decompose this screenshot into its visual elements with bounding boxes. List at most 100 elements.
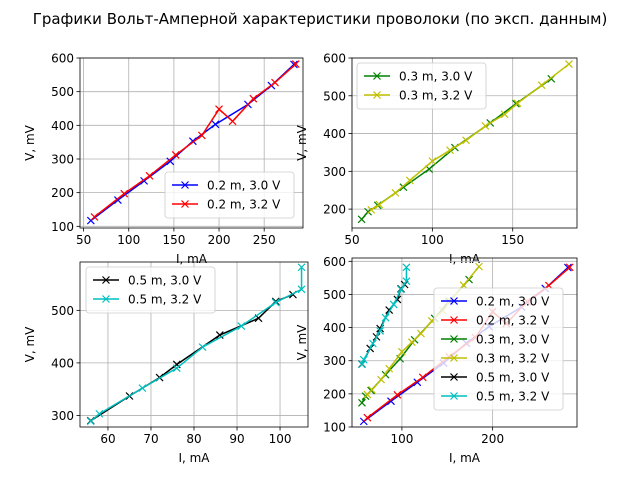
y-tick-label: 300	[51, 409, 74, 423]
y-tick-label: 500	[323, 89, 346, 103]
data-point-marker	[367, 205, 376, 214]
data-point-marker	[397, 285, 405, 294]
axes-frame	[351, 257, 578, 428]
series-2	[90, 60, 300, 221]
y-tick-label: 500	[51, 304, 74, 318]
axes-frame	[79, 57, 304, 229]
y-tick-label: 200	[323, 387, 346, 401]
data-point-marker	[358, 360, 366, 369]
data-point-marker	[462, 136, 471, 145]
data-point-marker	[297, 263, 306, 272]
axes-frame	[79, 261, 309, 428]
y-tick-label: 300	[323, 354, 346, 368]
legend-swatch-marker	[450, 373, 458, 381]
legend-swatch-marker	[450, 354, 458, 362]
data-point-marker	[290, 60, 298, 69]
data-point-marker	[377, 375, 385, 384]
data-point-marker	[113, 196, 122, 204]
legend-entry-label: 0.2 m, 3.2 V	[476, 314, 550, 328]
data-point-marker	[359, 355, 368, 364]
data-point-marker	[402, 263, 411, 272]
legend-entry-label: 0.2 m, 3.2 V	[207, 198, 281, 212]
x-tick-label: 150	[162, 233, 185, 247]
x-tick-label: 90	[229, 432, 244, 446]
legend-entry-label: 0.3 m, 3.0 V	[399, 70, 473, 84]
legend-entry-label: 0.5 m, 3.2 V	[476, 390, 550, 404]
legend: 0.5 m, 3.0 V 0.5 m, 3.2 V	[85, 266, 216, 314]
data-point-marker	[475, 262, 483, 271]
data-point-marker	[565, 263, 574, 272]
legend-entry-label: 0.5 m, 3.2 V	[128, 293, 202, 307]
chart-panel-4: 100 200 100 200 300 400 500 600 I, mA V, mV 0.2 m,…	[295, 255, 578, 465]
data-point-marker	[172, 364, 181, 373]
data-point-marker	[418, 373, 427, 382]
legend-swatch-marker	[181, 181, 189, 189]
data-point-marker	[375, 200, 384, 209]
data-point-marker	[368, 339, 377, 348]
x-axis-label: I, mA	[449, 252, 481, 266]
legend-entry-label: 0.2 m, 3.0 V	[476, 295, 550, 309]
x-axis-label: I, mA	[178, 451, 210, 465]
y-tick-label: 400	[323, 321, 346, 335]
data-point-marker	[291, 60, 300, 68]
data-point-marker	[407, 338, 416, 347]
x-axis-label: I, mA	[176, 252, 208, 266]
data-point-marker	[215, 105, 223, 114]
x-tick-label: 200	[208, 233, 231, 247]
legend-entry-label: 0.3 m, 3.2 V	[399, 89, 473, 103]
series-2	[86, 263, 306, 426]
x-tick-label: 80	[186, 432, 201, 446]
legend-swatch-marker	[373, 91, 381, 99]
y-axis-label: V, mV	[23, 124, 37, 161]
data-point-marker	[376, 326, 385, 335]
data-point-marker	[145, 171, 154, 180]
data-point-marker	[417, 329, 425, 338]
legend-box	[356, 62, 487, 110]
x-tick-label: 70	[143, 432, 158, 446]
data-point-marker	[397, 347, 406, 356]
x-tick-label: 100	[421, 233, 444, 247]
data-point-marker	[211, 120, 220, 129]
legend-swatch-marker	[181, 200, 189, 208]
x-axis-label: I, mA	[449, 451, 481, 465]
y-axis-label: V, mV	[23, 326, 37, 363]
data-point-marker	[271, 78, 279, 87]
y-tick-label: 200	[323, 203, 346, 217]
y-tick-label: 300	[323, 165, 346, 179]
series-line	[93, 63, 297, 218]
data-point-marker	[481, 122, 490, 130]
x-tick-label: 100	[117, 233, 140, 247]
x-tick-label: 200	[481, 432, 504, 446]
data-point-marker	[215, 331, 224, 339]
y-tick-label: 400	[323, 127, 346, 141]
data-point-marker	[358, 398, 366, 407]
legend-entry-label: 0.5 m, 3.0 V	[128, 274, 202, 288]
x-tick-label: 50	[344, 233, 359, 247]
y-tick-label: 200	[51, 186, 74, 200]
data-point-marker	[138, 384, 147, 393]
legend-entry-label: 0.3 m, 3.2 V	[476, 352, 550, 366]
y-tick-label: 100	[51, 220, 74, 234]
legend-swatch-marker	[450, 335, 458, 343]
figure-title: Графики Вольт-Амперной характеристики пр…	[33, 10, 608, 28]
y-tick-label: 600	[323, 255, 346, 269]
legend-swatch-marker	[450, 392, 458, 400]
data-point-marker	[197, 131, 206, 140]
legend-entry-label: 0.5 m, 3.0 V	[476, 371, 550, 385]
data-point-marker	[391, 188, 400, 197]
legend-box	[433, 287, 564, 411]
data-point-marker	[228, 117, 237, 126]
legend-swatch-marker	[450, 316, 458, 324]
x-tick-label: 250	[253, 233, 276, 247]
data-point-marker	[405, 176, 414, 185]
data-point-marker	[393, 390, 402, 399]
x-tick-label: 100	[390, 432, 413, 446]
data-point-marker	[86, 417, 95, 426]
y-tick-label: 400	[51, 119, 74, 133]
y-axis-label: V, mV	[295, 324, 309, 361]
y-tick-label: 500	[51, 85, 74, 99]
series-6	[358, 263, 411, 369]
legend-entry-label: 0.2 m, 3.0 V	[207, 179, 281, 193]
